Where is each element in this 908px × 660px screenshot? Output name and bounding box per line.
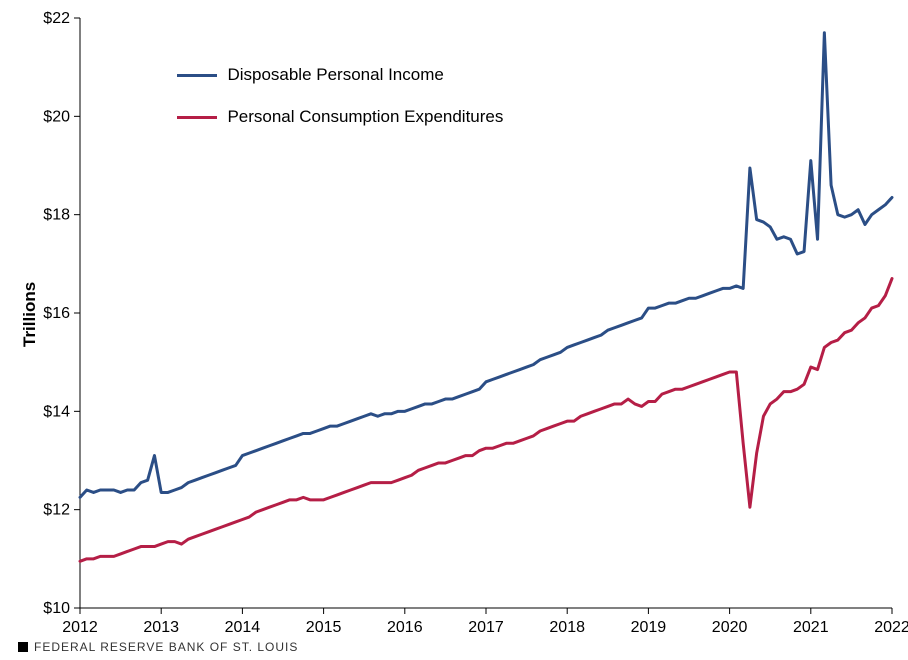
y-tick-label: $10 (43, 600, 70, 617)
x-tick-label: 2019 (631, 619, 667, 636)
legend-label: Disposable Personal Income (227, 65, 443, 85)
x-tick-label: 2022 (874, 619, 908, 636)
x-tick-label: 2012 (62, 619, 98, 636)
legend-item: Disposable Personal Income (177, 65, 503, 85)
x-tick-label: 2014 (225, 619, 261, 636)
source-text: FEDERAL RESERVE BANK OF ST. LOUIS (34, 640, 298, 654)
source-square-icon (18, 642, 28, 652)
legend-line-icon (177, 116, 217, 119)
legend-item: Personal Consumption Expenditures (177, 107, 503, 127)
x-tick-label: 2013 (143, 619, 179, 636)
x-tick-label: 2016 (387, 619, 423, 636)
x-tick-label: 2015 (306, 619, 342, 636)
series-line (80, 279, 892, 562)
legend: Disposable Personal Income Personal Consu… (177, 65, 503, 127)
legend-label: Personal Consumption Expenditures (227, 107, 503, 127)
y-tick-label: $14 (43, 403, 70, 420)
y-tick-label: $20 (43, 108, 70, 125)
chart-container: $10 $12 $14 $16 $18 $20 $22 2012 2013 2014 2015 201… (0, 0, 908, 660)
legend-line-icon (177, 74, 217, 77)
y-axis-label: Trillions (20, 282, 40, 347)
y-tick-label: $12 (43, 502, 70, 519)
x-tick-label: 2020 (712, 619, 748, 636)
x-tick-label: 2018 (549, 619, 585, 636)
x-tick-label: 2021 (793, 619, 829, 636)
source-attribution: FEDERAL RESERVE BANK OF ST. LOUIS (18, 640, 298, 654)
y-tick-label: $16 (43, 305, 70, 322)
y-tick-label: $22 (43, 10, 70, 27)
y-tick-label: $18 (43, 207, 70, 224)
x-tick-label: 2017 (468, 619, 504, 636)
